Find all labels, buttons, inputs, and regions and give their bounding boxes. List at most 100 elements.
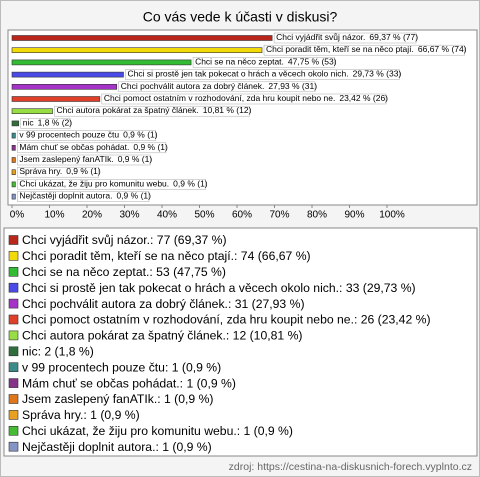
bar-label: Chci poradit těm, kteří se na něco ptají…: [266, 44, 467, 54]
legend-swatch: [8, 441, 19, 452]
bar: [11, 47, 263, 54]
bar-label-bg: [101, 93, 387, 105]
bar-label-group: Chci se na něco zeptat. 47,75 % (53): [192, 57, 337, 68]
bar-label: Správa hry. 0,9 % (1): [19, 166, 100, 176]
legend-swatch: [8, 378, 19, 388]
bar-label: nic 1,8 % (2): [23, 118, 73, 128]
bar-value-label: 27,93 % (31): [268, 81, 317, 91]
bar-label: v 99 procentech pouze čtu 0,9 % (1): [19, 130, 157, 140]
bar-label-bg: [17, 191, 150, 202]
legend-swatch: [8, 410, 19, 420]
bar-value-label: 0,9 % (1): [66, 166, 101, 176]
bar-label-group: Chci ukázat, že žiju pro komunitu webu. 0…: [17, 179, 208, 190]
bar-value-label: 66,67 % (74): [418, 44, 467, 54]
bar-label-bg: [125, 69, 400, 80]
bar-label: Mám chuť se občas pohádat. 0,9 % (1): [19, 142, 168, 152]
bar: [11, 84, 118, 90]
bar-category: Mám chuť se občas pohádat.: [19, 142, 129, 152]
bar-label-group: Jsem zaslepený fanATIk. 0,9 % (1): [17, 154, 153, 166]
bar-category: Chci pochválit autora za dobrý článek.: [121, 81, 265, 91]
bar-label-group: Chci poradit těm, kteří se na něco ptají…: [263, 44, 467, 56]
legend-label: Správa hry.: 1 (0,9 %): [22, 408, 140, 422]
bar-value-label: 0,9 % (1): [133, 142, 168, 152]
bar: [11, 145, 16, 151]
bar-category: Nejčastěji doplnit autora.: [19, 191, 112, 201]
bar-label-group: Mám chuť se občas pohádat. 0,9 % (1): [17, 142, 168, 154]
bar-label-group: Chci autora pokárat za špatný článek. 10,…: [54, 105, 252, 117]
x-tick-label: 80%: [307, 210, 327, 221]
legend-swatch: [8, 251, 19, 261]
bar: [11, 169, 16, 175]
legend-label: nic: 2 (1,8 %): [22, 345, 94, 359]
bar-value-label: 23,42 % (26): [339, 93, 388, 103]
bar-label-bg: [17, 179, 206, 190]
bar-label-bg: [263, 44, 465, 56]
legend-label: Chci pomoct ostatním v rozhodování, zda …: [22, 313, 431, 327]
bar-category: Jsem zaslepený fanATIk.: [19, 154, 113, 164]
bar: [11, 59, 192, 66]
bar: [11, 157, 16, 163]
bar-label: Nejčastěji doplnit autora. 0,9 % (1): [19, 191, 151, 201]
legend-label: Jsem zaslepený fanATIk.: 1 (0,9 %): [22, 392, 213, 406]
bar-label-bg: [17, 142, 167, 154]
x-tick-label: 40%: [157, 210, 177, 221]
x-tick-label: 0%: [10, 210, 25, 221]
bar: [11, 132, 16, 139]
bar-label: Chci si prostě jen tak pokecat o hrách a…: [127, 69, 401, 79]
bar-label-bg: [273, 32, 417, 44]
bar: [11, 120, 20, 127]
bar-label-group: nic 1,8 % (2): [20, 118, 73, 129]
bar-category: nic: [23, 118, 35, 128]
bar-category: Chci si prostě jen tak pokecat o hrách a…: [127, 69, 348, 79]
bar-label-group: Nejčastěji doplnit autora. 0,9 % (1): [17, 191, 151, 202]
bar: [11, 181, 16, 188]
bar: [11, 96, 101, 102]
bar-label-bg: [20, 118, 71, 129]
x-tick-label: 10%: [44, 210, 64, 221]
source: zdroj: https://cestina-na-diskusnich-for…: [229, 461, 472, 473]
bar-value-label: 10,81 % (12): [203, 105, 252, 115]
bar-category: Chci ukázat, že žiju pro komunitu webu.: [19, 179, 169, 189]
x-tick-label: 70%: [269, 210, 289, 221]
bar-value-label: 29,73 % (33): [353, 69, 402, 79]
bar-value-label: 69,37 % (77): [369, 32, 418, 42]
x-tick-label: 60%: [232, 210, 252, 221]
bar-label-bg: [17, 166, 99, 178]
bar-label-bg: [192, 57, 335, 68]
legend-label: Chci vyjádřit svůj názor.: 77 (69,37 %): [22, 233, 227, 247]
legend-label: Chci ukázat, že žiju pro komunitu webu.:…: [22, 424, 293, 438]
bar-category: Chci se na něco zeptat.: [195, 57, 284, 67]
legend-swatch: [8, 362, 19, 373]
legend-swatch: [8, 282, 19, 293]
bar-label: Chci ukázat, že žiju pro komunitu webu. 0…: [19, 179, 207, 189]
x-tick-label: 100%: [379, 210, 405, 221]
legend-label: Chci si prostě jen tak pokecat o hrách a…: [22, 281, 416, 295]
bar-category: Správa hry.: [19, 166, 62, 176]
legend-label: Mám chuť se občas pohádat.: 1 (0,9 %): [22, 376, 236, 390]
bar-category: Chci poradit těm, kteří se na něco ptají…: [266, 44, 414, 54]
legend-label: Chci poradit těm, kteří se na něco ptají…: [22, 249, 311, 263]
bar-label-group: Chci si prostě jen tak pokecat o hrách a…: [125, 69, 401, 80]
bar-value-label: 0,9 % (1): [116, 191, 151, 201]
legend-label: Chci autora pokárat za špatný článek.: 1…: [22, 329, 302, 343]
bar-category: Chci vyjádřit svůj názor.: [276, 32, 365, 42]
bar-label-group: Správa hry. 0,9 % (1): [17, 166, 101, 178]
bar: [11, 71, 124, 78]
legend-swatch: [8, 346, 19, 357]
bar-label-bg: [17, 154, 151, 166]
legend-label: Chci se na něco zeptat.: 53 (47,75 %): [22, 265, 226, 279]
legend-label: Nejčastěji doplnit autora.: 1 (0,9 %): [22, 440, 212, 454]
bar-label: Chci vyjádřit svůj názor. 69,37 % (77): [276, 32, 418, 42]
legend-swatch: [8, 425, 19, 436]
bar-value-label: 0,9 % (1): [173, 179, 208, 189]
x-tick-label: 50%: [194, 210, 214, 221]
bar-value-label: 0,9 % (1): [118, 154, 153, 164]
bar-label: Chci pomoct ostatním v rozhodování, zda …: [104, 93, 388, 103]
legend-label: v 99 procentech pouze čtu: 1 (0,9 %): [22, 360, 221, 374]
legend-box: [3, 227, 478, 457]
x-tick-label: 30%: [119, 210, 139, 221]
bar-label-bg: [54, 105, 250, 117]
bar-label: Chci pochválit autora za dobrý článek. 27…: [121, 81, 317, 91]
legend-swatch: [8, 314, 19, 325]
